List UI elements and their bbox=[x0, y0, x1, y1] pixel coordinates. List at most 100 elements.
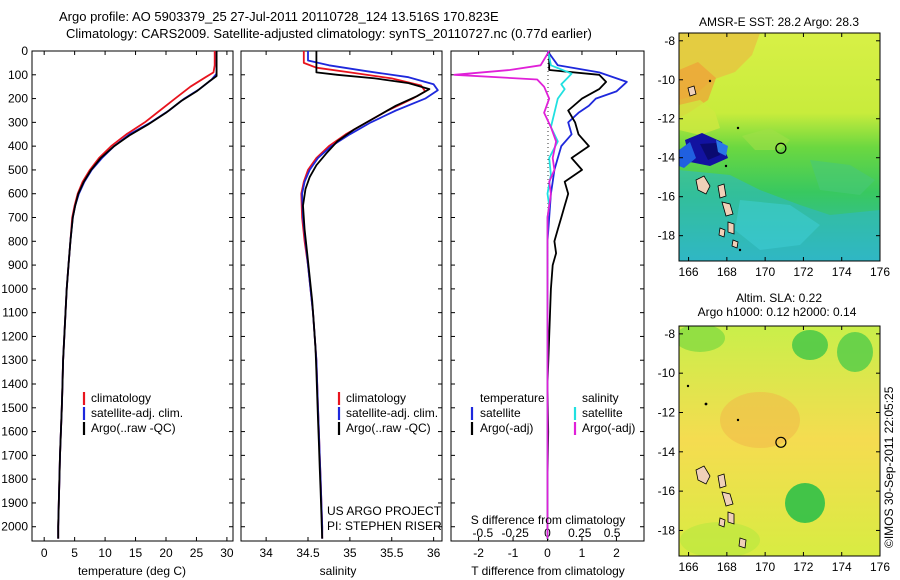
lon-tick-label: 174 bbox=[832, 560, 852, 574]
depth-tick-label: 0 bbox=[21, 44, 28, 58]
sst-map-axis-ticks: 166 168 170 172 174 176 -8 -10 -12 -14 -16 -18 bbox=[658, 33, 890, 279]
x-tick-label: 34 bbox=[259, 546, 273, 560]
depth-tick-label: 1700 bbox=[1, 448, 28, 462]
salinity-axis-ticks: 34 34.5 35 35.5 36 bbox=[259, 51, 441, 560]
sla-map-title: Altim. SLA: 0.22 bbox=[736, 291, 822, 305]
salinity-plot-frame bbox=[240, 50, 443, 542]
lon-tick-label: 166 bbox=[679, 560, 699, 574]
depth-tick-label: 1800 bbox=[1, 472, 28, 486]
x-tick-label: 15 bbox=[129, 546, 143, 560]
salinity-depth-ticks bbox=[241, 50, 442, 528]
depth-tick-label: 600 bbox=[8, 187, 28, 201]
depth-tick-label: 1000 bbox=[1, 282, 28, 296]
series-line-argo_sal_diff bbox=[453, 50, 557, 539]
lon-tick-label: 168 bbox=[717, 265, 737, 279]
depth-tick-label: 700 bbox=[8, 211, 28, 225]
series-line-argo bbox=[546, 51, 607, 539]
series-line-argo bbox=[57, 51, 218, 539]
x-tick-label: -2 bbox=[473, 546, 484, 560]
lon-tick-label: 176 bbox=[870, 265, 890, 279]
legend-sal-argo-label: Argo(-adj) bbox=[582, 421, 635, 435]
lat-tick-label: -14 bbox=[658, 151, 676, 165]
depth-tick-label: 800 bbox=[8, 234, 28, 248]
figure-title-line2: Climatology: CARS2009. Satellite-adjuste… bbox=[66, 26, 592, 41]
legend-temp-argo-label: Argo(-adj) bbox=[480, 421, 533, 435]
lon-tick-label: 170 bbox=[755, 265, 775, 279]
legend-argo-label: Argo(..raw -QC) bbox=[91, 421, 176, 435]
project-name: US ARGO PROJECT bbox=[327, 504, 442, 518]
depth-tick-label: 400 bbox=[8, 139, 28, 153]
difference-legend: temperature salinity satellite Argo(-adj… bbox=[470, 391, 635, 435]
difference-profiles bbox=[453, 50, 628, 539]
temperature-legend: climatology satellite-adj. clim. Argo(..… bbox=[82, 391, 183, 435]
x-tick-label: 10 bbox=[98, 546, 112, 560]
t-difference-axis-ticks: -2 -1 0 1 2 bbox=[473, 51, 620, 560]
s-difference-label: S difference from climatology bbox=[471, 513, 626, 527]
s-diff-tick-label: -0.25 bbox=[502, 526, 530, 540]
x-tick-label: 30 bbox=[220, 546, 234, 560]
lon-tick-label: 168 bbox=[717, 560, 737, 574]
depth-tick-label: 1300 bbox=[1, 353, 28, 367]
x-tick-label: 5 bbox=[71, 546, 78, 560]
temperature-axis-label: temperature (deg C) bbox=[78, 564, 186, 578]
principal-investigator: PI: STEPHEN RISER bbox=[327, 519, 442, 533]
argo-float-location-marker bbox=[775, 142, 787, 154]
lat-tick-label: -8 bbox=[664, 34, 675, 48]
depth-tick-label: 1900 bbox=[1, 496, 28, 510]
lon-tick-label: 170 bbox=[755, 560, 775, 574]
lat-tick-label: -8 bbox=[664, 327, 675, 341]
lon-tick-label: 172 bbox=[793, 560, 813, 574]
lat-tick-label: -10 bbox=[658, 73, 676, 87]
depth-tick-label: 1200 bbox=[1, 329, 28, 343]
x-tick-label: -1 bbox=[508, 546, 519, 560]
lon-tick-label: 176 bbox=[870, 560, 890, 574]
x-tick-label: 36 bbox=[427, 546, 441, 560]
sst-field bbox=[679, 33, 880, 261]
temperature-profiles bbox=[57, 51, 218, 539]
depth-tick-label: 100 bbox=[8, 68, 28, 82]
lat-tick-label: -12 bbox=[658, 112, 676, 126]
t-difference-label: T difference from climatology bbox=[471, 564, 625, 578]
depth-axis-ticks: 0 100 200 300 400 500 600 700 800 900 1000 1100 1200… bbox=[1, 44, 233, 534]
lat-tick-label: -14 bbox=[658, 445, 676, 459]
legend-salinity-heading: salinity bbox=[582, 391, 619, 405]
depth-tick-label: 1100 bbox=[2, 306, 28, 320]
s-diff-tick-label: -0.5 bbox=[473, 526, 494, 540]
legend-temp-satellite-label: satellite bbox=[480, 406, 521, 420]
sst-map-panel: AMSR-E SST: 28.2 Argo: 28.3 bbox=[658, 15, 891, 279]
depth-tick-label: 1500 bbox=[1, 401, 28, 415]
legend-climatology-label: climatology bbox=[91, 391, 151, 405]
lat-tick-label: -12 bbox=[658, 405, 676, 419]
depth-tick-label: 200 bbox=[8, 92, 28, 106]
sst-map-title: AMSR-E SST: 28.2 Argo: 28.3 bbox=[699, 15, 859, 29]
sla-map-panel: Altim. SLA: 0.22 Argo h1000: 0.12 h2000:… bbox=[658, 291, 891, 574]
x-tick-label: 0 bbox=[41, 546, 48, 560]
lat-tick-label: -10 bbox=[658, 366, 676, 380]
figure-title-line1: Argo profile: AO 5903379_25 27-Jul-2011 … bbox=[59, 9, 499, 24]
lat-tick-label: -18 bbox=[658, 523, 676, 537]
x-tick-label: 0 bbox=[544, 546, 551, 560]
sla-map-frame bbox=[678, 325, 881, 557]
temperature-axis-ticks: 0 5 10 15 20 25 30 bbox=[41, 51, 234, 560]
series-line-argo bbox=[302, 51, 431, 539]
lon-tick-label: 172 bbox=[793, 265, 813, 279]
legend-satellite-label: satellite-adj. clim. bbox=[91, 406, 183, 420]
legend-sal-satellite-label: satellite bbox=[582, 406, 623, 420]
s-difference-axis-ticks: -0.5 -0.25 0 0.25 0.5 bbox=[473, 526, 621, 540]
legend-satellite-label: satellite-adj. clim. bbox=[346, 406, 438, 420]
sla-field bbox=[679, 326, 880, 556]
x-tick-label: 2 bbox=[613, 546, 620, 560]
copyright-timestamp: ©IMOS 30-Sep-2011 22:05:25 bbox=[882, 386, 896, 548]
s-diff-tick-label: 0.25 bbox=[568, 526, 592, 540]
difference-panel: -2 -1 0 1 2 -0.5 -0.25 0 0.25 0.5 S difference f… bbox=[450, 50, 645, 578]
legend-climatology-label: climatology bbox=[346, 391, 406, 405]
legend-temperature-heading: temperature bbox=[480, 391, 545, 405]
salinity-axis-label: salinity bbox=[320, 564, 357, 578]
salinity-legend: climatology satellite-adj. clim. Argo(..… bbox=[337, 391, 438, 435]
legend-argo-label: Argo(..raw -QC) bbox=[346, 421, 431, 435]
depth-tick-label: 1600 bbox=[1, 425, 28, 439]
lat-tick-label: -16 bbox=[658, 484, 676, 498]
temperature-panel: 0100200300400500600700800900100011001200… bbox=[1, 44, 234, 578]
argo-float-location-marker bbox=[775, 436, 787, 448]
